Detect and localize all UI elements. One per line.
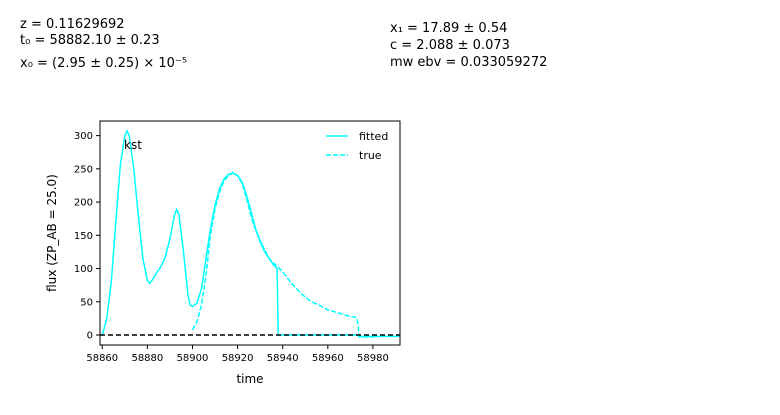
param-t0: t₀ = 58882.10 ± 0.23 [20,33,160,48]
plot-frame [99,120,401,346]
param-x1: x₁ = 17.89 ± 0.54 [390,21,508,36]
param-redshift: z = 0.11629692 [20,17,125,32]
band-label: kst [124,138,142,152]
x-tick-label: 58940 [267,353,299,364]
x-tick-label: 58960 [312,353,344,364]
param-x0: x₀ = (2.95 ± 0.25) × 10⁻⁵ [20,56,188,71]
y-tick-label: 100 [74,264,93,275]
y-tick-label: 50 [80,297,93,308]
series-line-true [191,171,378,338]
x-tick-label: 58900 [177,353,209,364]
y-tick-label: 250 [74,164,93,175]
x-tick-label: 58980 [357,353,389,364]
y-axis-label: flux (ZP_AB = 25.0) [45,174,59,292]
y-tick-label: 300 [74,131,93,142]
y-tick-label: 150 [74,231,93,242]
series-line-fitted [101,129,400,338]
plot-area: 58860 58880 58900 58920 58940 58960 58980 0 50 10… [45,120,401,386]
x-tick-label: 58920 [222,353,254,364]
x-axis-label: time [236,372,263,386]
param-mwebv: mw ebv = 0.033059272 [390,55,548,70]
legend-label-fitted: fitted [359,130,388,143]
x-tick-label: 58860 [86,353,118,364]
legend-label-true: true [359,149,382,162]
x-tick-label: 58880 [131,353,163,364]
param-color: c = 2.088 ± 0.073 [390,38,510,53]
y-tick-label: 200 [74,198,93,209]
y-tick-label: 0 [87,331,93,342]
